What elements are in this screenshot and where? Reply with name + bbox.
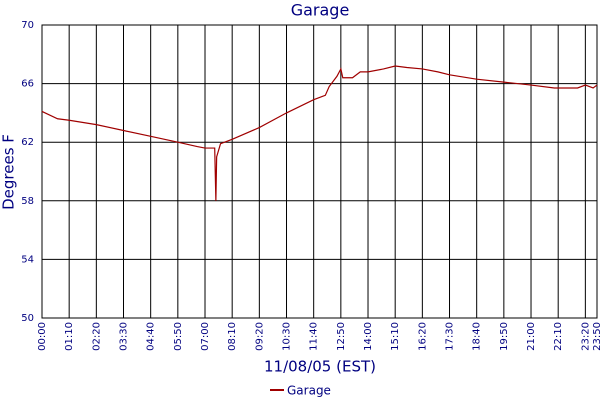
x-tick-label: 00:00 [37,322,48,351]
x-tick-label: 11:40 [309,322,320,351]
y-tick-label: 66 [21,79,34,90]
y-tick-label: 70 [21,20,34,31]
y-axis-label: Degrees F [0,134,18,210]
x-tick-label: 16:20 [417,322,428,351]
x-tick-label: 05:50 [173,322,184,351]
x-tick-label: 18:40 [472,322,483,351]
legend-label: Garage [287,384,331,398]
y-tick-label: 54 [21,254,34,265]
x-tick-label: 17:30 [445,322,456,351]
x-tick-label: 21:00 [526,322,537,351]
y-tick-label: 50 [21,313,34,324]
x-tick-label: 10:30 [282,322,293,351]
x-tick-label: 08:10 [227,322,238,351]
x-tick-label: 22:10 [553,322,564,351]
x-tick-label: 15:10 [390,322,401,351]
x-tick-label: 19:50 [499,322,510,351]
chart-title: Garage [291,1,350,20]
x-tick-label: 07:00 [200,322,211,351]
x-tick-label: 23:50 [592,322,600,351]
x-tick-label: 01:10 [64,322,75,351]
x-tick-label: 12:50 [336,322,347,351]
y-tick-label: 62 [21,137,34,148]
x-tick-label: 02:20 [91,322,102,351]
y-tick-label: 58 [21,196,34,207]
x-tick-label: 03:30 [119,322,130,351]
x-axis-label: 11/08/05 (EST) [264,358,376,376]
x-tick-label: 14:00 [363,322,374,351]
plot-frame [41,24,598,319]
data-line [41,65,598,201]
x-tick-label: 09:20 [254,322,265,351]
x-tick-label: 23:20 [580,322,591,351]
x-tick-label: 04:40 [146,322,157,351]
